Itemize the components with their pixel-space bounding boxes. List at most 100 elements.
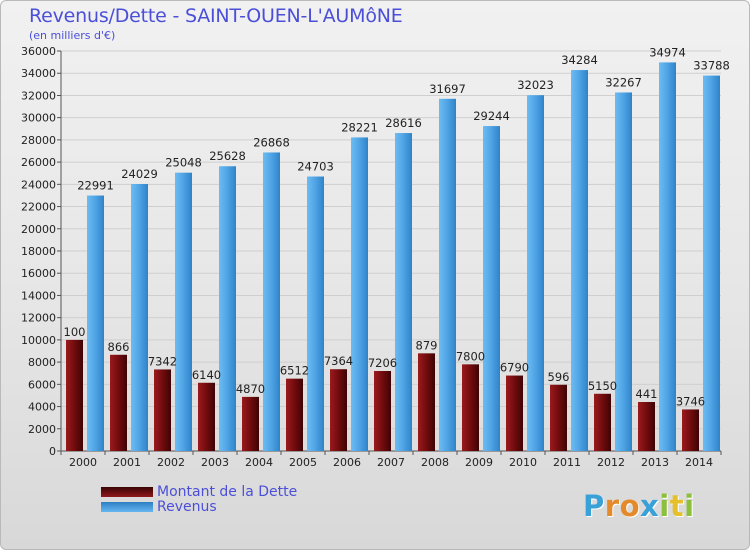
- bar-dette: [638, 402, 655, 451]
- legend-label-dette: Montant de la Dette: [157, 484, 298, 500]
- x-tick-label: 2007: [377, 456, 405, 469]
- x-tick-label: 2011: [553, 456, 581, 469]
- bar-dette: [110, 354, 127, 451]
- bar-revenus: [351, 137, 368, 451]
- data-label-revenus: 26868: [253, 135, 290, 149]
- data-label-dette: 6512: [280, 364, 309, 378]
- data-label-dette: 879: [416, 338, 438, 352]
- y-tick-label: 4000: [28, 401, 56, 414]
- data-label-dette: 6790: [500, 361, 529, 375]
- data-label-revenus: 28221: [341, 120, 378, 134]
- logo-letter: i: [659, 489, 670, 523]
- bar-revenus: [87, 195, 104, 451]
- chart-subtitle: (en milliers d'€): [29, 29, 116, 42]
- y-tick-label: 22000: [21, 201, 56, 214]
- x-tick-label: 2014: [685, 456, 713, 469]
- bar-revenus: [219, 166, 236, 451]
- data-label-dette: 7342: [148, 354, 177, 368]
- y-tick-label: 2000: [28, 423, 56, 436]
- bar-dette: [374, 371, 391, 451]
- x-tick-label: 2004: [245, 456, 273, 469]
- data-label-dette: 4870: [236, 382, 265, 396]
- bar-revenus: [703, 75, 720, 452]
- legend-label-revenus: Revenus: [157, 499, 217, 515]
- bar-dette: [594, 393, 611, 451]
- data-label-dette: 100: [64, 325, 86, 339]
- logo-letter: P: [583, 489, 605, 523]
- bar-revenus: [131, 184, 148, 451]
- bar-revenus: [527, 95, 544, 451]
- data-label-revenus: 25048: [165, 156, 202, 170]
- logo-letter: i: [684, 489, 695, 523]
- data-label-revenus: 33788: [693, 59, 730, 73]
- y-tick-label: 34000: [21, 67, 56, 80]
- data-label-revenus: 34974: [649, 45, 686, 59]
- bar-revenus: [439, 98, 456, 452]
- bar-revenus: [395, 133, 412, 452]
- bar-dette: [154, 369, 171, 451]
- data-label-dette: 866: [108, 340, 130, 354]
- y-tick-label: 32000: [21, 89, 56, 102]
- x-tick-label: 2008: [421, 456, 449, 469]
- data-label-revenus: 32023: [517, 78, 554, 92]
- logo-letter: t: [669, 489, 685, 523]
- chart-title: Revenus/Dette - SAINT-OUEN-L'AUMôNE: [29, 5, 403, 27]
- data-label-revenus: 28616: [385, 116, 422, 130]
- bar-revenus: [571, 70, 588, 452]
- y-tick-label: 6000: [28, 378, 56, 391]
- logo-letter: r: [604, 489, 620, 523]
- bar-revenus: [483, 126, 500, 452]
- bar-dette: [242, 396, 259, 451]
- data-label-revenus: 24029: [121, 167, 158, 181]
- bar-revenus: [263, 152, 280, 451]
- logo-letter: x: [640, 489, 660, 523]
- y-tick-label: 14000: [21, 289, 56, 302]
- data-label-dette: 7206: [368, 356, 397, 370]
- x-tick-label: 2010: [509, 456, 537, 469]
- data-label-revenus: 31697: [429, 82, 466, 96]
- y-tick-label: 0: [49, 445, 56, 458]
- bar-revenus: [175, 172, 192, 451]
- bar-revenus: [659, 62, 676, 452]
- bar-dette: [462, 364, 479, 451]
- y-tick-label: 24000: [21, 178, 56, 191]
- bar-dette: [330, 369, 347, 451]
- x-tick-label: 2013: [641, 456, 669, 469]
- data-label-dette: 3746: [676, 394, 705, 408]
- bar-dette: [286, 378, 303, 451]
- x-tick-label: 2001: [113, 456, 141, 469]
- bar-dette: [418, 353, 435, 451]
- logo-letter: o: [619, 489, 641, 523]
- y-tick-label: 30000: [21, 112, 56, 125]
- bar-dette: [550, 384, 567, 451]
- y-tick-label: 36000: [21, 45, 56, 58]
- x-tick-label: 2009: [465, 456, 493, 469]
- y-tick-label: 12000: [21, 312, 56, 325]
- y-tick-label: 10000: [21, 334, 56, 347]
- y-tick-label: 28000: [21, 134, 56, 147]
- x-tick-label: 2003: [201, 456, 229, 469]
- data-label-dette: 6140: [192, 368, 221, 382]
- bar-dette: [682, 409, 699, 451]
- x-tick-label: 2000: [69, 456, 97, 469]
- legend-swatch-revenus: [101, 502, 153, 512]
- data-label-revenus: 25628: [209, 149, 246, 163]
- y-tick-label: 20000: [21, 223, 56, 236]
- y-tick-label: 18000: [21, 245, 56, 258]
- data-label-revenus: 24703: [297, 160, 334, 174]
- data-label-revenus: 34284: [561, 53, 598, 67]
- data-label-dette: 441: [636, 387, 658, 401]
- x-tick-label: 2012: [597, 456, 625, 469]
- y-tick-label: 8000: [28, 356, 56, 369]
- bar-dette: [506, 375, 523, 451]
- x-tick-label: 2005: [289, 456, 317, 469]
- data-label-dette: 5150: [588, 379, 617, 393]
- data-label-dette: 596: [548, 370, 570, 384]
- x-tick-label: 2006: [333, 456, 361, 469]
- y-tick-label: 26000: [21, 156, 56, 169]
- legend-swatch-dette: [101, 487, 153, 497]
- proxiti-logo: Proxiti: [583, 489, 695, 523]
- bar-revenus: [615, 92, 632, 451]
